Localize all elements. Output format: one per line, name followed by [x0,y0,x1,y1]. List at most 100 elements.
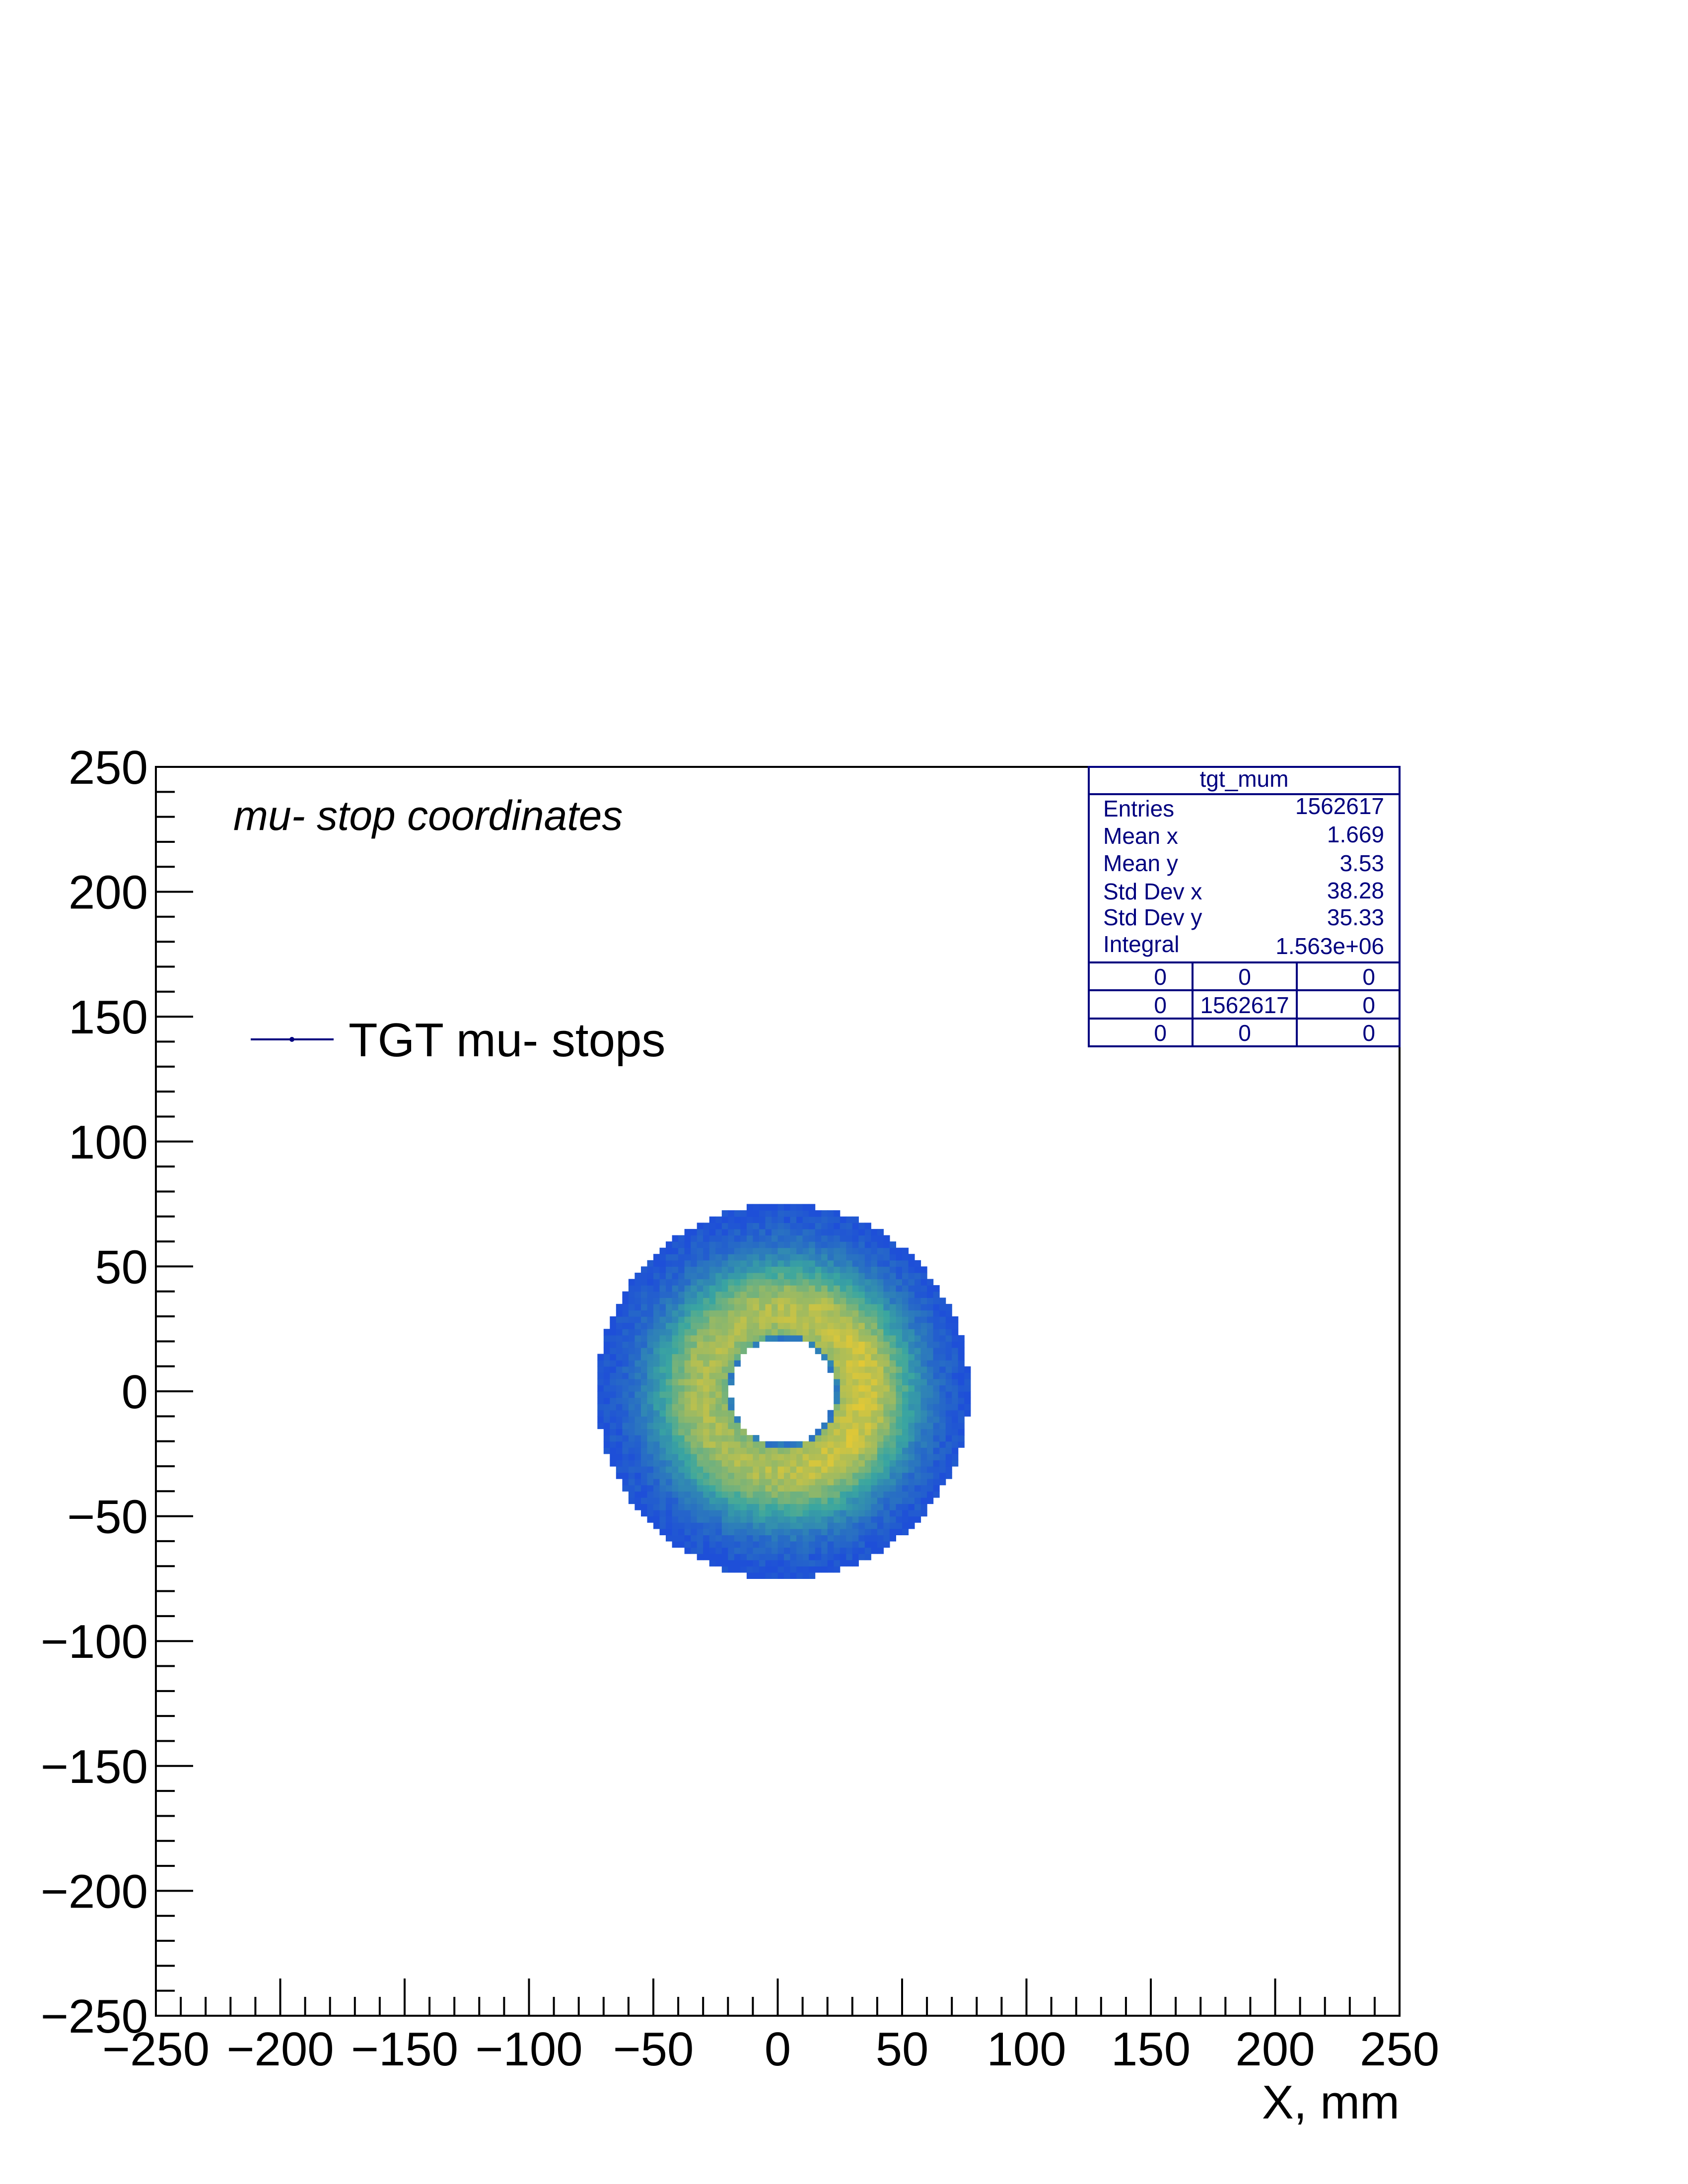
heatmap-bin [715,1416,722,1423]
heatmap-bin [666,1435,673,1442]
heatmap-bin [933,1316,940,1323]
heatmap-bin [889,1335,896,1342]
heatmap-bin [914,1310,921,1317]
heatmap-bin [809,1435,816,1442]
heatmap-bin [784,1322,791,1329]
heatmap-bin [896,1354,903,1361]
heatmap-bin [815,1485,822,1492]
heatmap-bin [877,1422,884,1430]
heatmap-bin [840,1560,846,1567]
heatmap-bin [939,1378,946,1385]
x-tick-label: −50 [613,2023,694,2076]
heatmap-bin [927,1335,934,1342]
heatmap-bin [840,1303,846,1311]
heatmap-bin [802,1466,809,1473]
heatmap-bin [746,1447,753,1454]
heatmap-bin [784,1472,791,1479]
heatmap-bin [852,1335,859,1342]
heatmap-bin [759,1497,766,1504]
heatmap-bin [703,1235,710,1242]
heatmap-bin [834,1516,841,1523]
heatmap-bin [678,1254,685,1261]
heatmap-bin [721,1273,728,1280]
heatmap-bin [691,1497,698,1504]
heatmap-bin [753,1510,760,1517]
heatmap-bin [827,1441,834,1448]
heatmap-bin [802,1447,809,1454]
heatmap-bin [920,1266,927,1273]
heatmap-bin [877,1541,884,1548]
heatmap-bin [784,1285,791,1292]
x-tick-label: −250 [102,2023,210,2076]
heatmap-bin [603,1416,610,1423]
heatmap-bin [927,1497,934,1504]
heatmap-bin [659,1460,666,1467]
heatmap-bin [721,1228,728,1236]
heatmap-bin [772,1297,778,1304]
heatmap-bin [852,1273,859,1280]
heatmap-bin [908,1416,915,1423]
heatmap-bin [902,1354,909,1361]
heatmap-bin [896,1479,903,1486]
heatmap-bin [691,1391,698,1398]
heatmap-bin [790,1485,797,1492]
heatmap-bin [672,1247,679,1254]
heatmap-bin [728,1547,735,1554]
heatmap-bin [871,1391,878,1398]
heatmap-bin [871,1228,878,1236]
stats-row-value: 1562617 [1295,793,1384,819]
heatmap-bin [653,1441,660,1448]
heatmap-bin [772,1541,778,1548]
heatmap-bin [784,1528,791,1535]
heatmap-bin [772,1453,778,1460]
heatmap-bin [628,1479,635,1486]
heatmap-bin [603,1378,610,1385]
heatmap-bin [902,1460,909,1467]
heatmap-bin [721,1291,728,1298]
heatmap-bin [877,1360,884,1367]
heatmap-bin [908,1316,915,1323]
heatmap-bin [641,1410,648,1417]
heatmap-bin [809,1441,816,1448]
heatmap-bin [721,1391,728,1398]
heatmap-bin [672,1447,679,1454]
heatmap-bin [628,1441,635,1448]
heatmap-bin [765,1303,772,1311]
heatmap-bin [846,1241,853,1248]
heatmap-bin [846,1479,853,1486]
heatmap-bin [877,1397,884,1404]
heatmap-bin [927,1291,934,1298]
heatmap-bin [740,1347,747,1355]
heatmap-bin [945,1466,952,1473]
heatmap-bin [709,1247,716,1254]
heatmap-bin [691,1235,698,1242]
heatmap-bin [728,1273,735,1280]
heatmap-bin [759,1541,766,1548]
heatmap-bin [653,1385,660,1392]
heatmap-bin [908,1360,915,1367]
heatmap-bin [914,1516,921,1523]
heatmap-bin [777,1485,784,1492]
heatmap-bin [753,1228,760,1236]
heatmap-bin [691,1485,698,1492]
heatmap-bin [641,1285,648,1292]
heatmap-bin [846,1228,853,1236]
heatmap-bin [920,1422,927,1430]
heatmap-bin [753,1335,760,1342]
heatmap-bin [703,1410,710,1417]
heatmap-bin [858,1310,865,1317]
heatmap-bin [709,1522,716,1529]
heatmap-bin [858,1541,865,1548]
heatmap-bin [858,1485,865,1492]
heatmap-bin [902,1491,909,1498]
heatmap-bin [765,1316,772,1323]
heatmap-bin [896,1485,903,1492]
heatmap-bin [883,1335,890,1342]
heatmap-bin [802,1460,809,1467]
heatmap-bin [721,1416,728,1423]
heatmap-bin [734,1447,741,1454]
heatmap-bin [908,1297,915,1304]
heatmap-bin [790,1516,797,1523]
heatmap-bin [877,1385,884,1392]
heatmap-bin [958,1391,965,1398]
